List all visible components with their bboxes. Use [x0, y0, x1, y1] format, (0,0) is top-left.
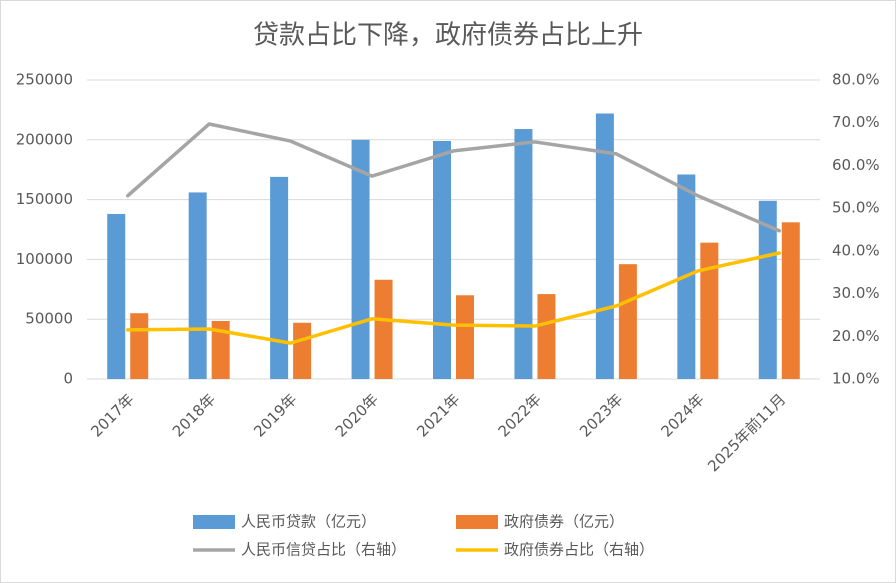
y-tick-label: 100000 [16, 250, 73, 268]
y2-tick-label: 70.0% [832, 113, 880, 131]
bar [107, 213, 126, 379]
legend-label: 人民币信贷占比（右轴） [241, 541, 406, 559]
legend-label: 政府债券占比（右轴） [504, 541, 654, 559]
bar [781, 222, 800, 379]
bar [595, 113, 614, 379]
y-tick-label: 50000 [25, 310, 73, 328]
chart-title: 贷款占比下降，政府债券占比上升 [253, 21, 643, 51]
y-tick-label: 150000 [16, 190, 73, 208]
bar [130, 313, 149, 379]
y-tick-label: 0 [63, 370, 73, 388]
bar [618, 264, 637, 379]
y2-tick-label: 30.0% [832, 284, 880, 302]
y2-tick-label: 80.0% [832, 71, 880, 89]
bar [700, 242, 719, 379]
y2-tick-label: 50.0% [832, 199, 880, 217]
y2-tick-label: 60.0% [832, 156, 880, 174]
bar [537, 294, 556, 379]
y2-tick-label: 10.0% [832, 370, 880, 388]
line [125, 122, 782, 233]
y2-tick-label: 40.0% [832, 241, 880, 259]
legend-label: 人民币贷款（亿元） [241, 513, 376, 531]
bar [514, 129, 533, 379]
bar [188, 192, 207, 379]
legend-swatch [193, 515, 235, 529]
bar [211, 320, 230, 379]
bar [374, 279, 393, 379]
bar [293, 322, 312, 379]
line [125, 251, 782, 345]
bar [270, 176, 289, 379]
bar [456, 295, 474, 379]
y-tick-label: 250000 [16, 71, 73, 89]
bar [758, 200, 777, 379]
legend-label: 政府债券（亿元） [504, 513, 624, 531]
y-tick-label: 200000 [16, 130, 73, 148]
legend-swatch [456, 515, 498, 529]
bar [433, 140, 451, 379]
y2-tick-label: 20.0% [832, 327, 880, 345]
